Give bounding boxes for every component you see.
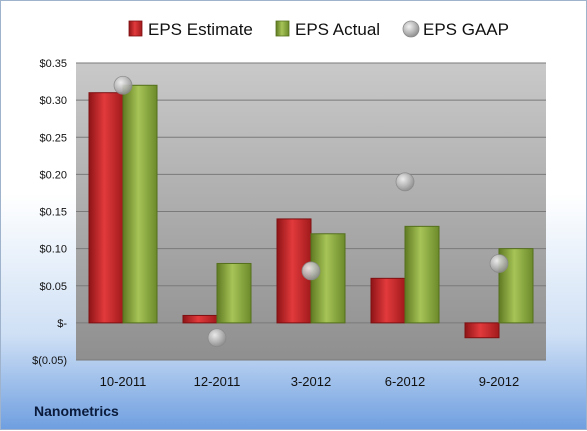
gaap-marker [207, 328, 227, 348]
x-category-label: 9-2012 [479, 374, 519, 389]
company-name: Nanometrics [34, 403, 119, 419]
gaap-marker [301, 261, 321, 281]
bar-estimate [370, 277, 406, 324]
x-category-label: 3-2012 [291, 374, 331, 389]
x-category-label: 12-2011 [194, 374, 241, 389]
y-tick-label: $- [57, 318, 67, 330]
y-tick-label: $0.30 [39, 95, 67, 107]
y-tick-label: $(0.05) [32, 355, 67, 367]
y-tick-label: $0.20 [39, 169, 67, 181]
y-tick-label: $0.15 [39, 207, 67, 219]
gaap-marker [395, 172, 415, 192]
bar-actual [122, 84, 158, 324]
legend-label: EPS GAAP [423, 20, 509, 39]
legend-swatch-actual [275, 20, 290, 37]
gaap-markers [113, 75, 509, 348]
legend-label: EPS Actual [295, 20, 380, 39]
x-axis-categories: 10-2011 12-2011 3-2012 6-2012 9-2012 [100, 374, 520, 389]
y-tick-label: $0.10 [39, 244, 67, 256]
legend-label: EPS Estimate [148, 20, 253, 39]
bar-estimate [88, 92, 124, 324]
legend-swatch-estimate [128, 20, 143, 37]
legend: EPS Estimate EPS Actual EPS GAAP [128, 20, 509, 39]
x-category-label: 6-2012 [385, 374, 425, 389]
bar-estimate [464, 322, 500, 339]
y-tick-label: $0.05 [39, 281, 67, 293]
y-tick-label: $0.25 [39, 132, 67, 144]
bar-actual [216, 262, 252, 324]
bars [88, 84, 534, 339]
x-category-label: 10-2011 [100, 374, 147, 389]
bar-actual [404, 225, 440, 324]
y-axis-ticks: $0.35 $0.30 $0.25 $0.20 $0.15 $0.10 $0.05 $- $(0… [32, 58, 67, 367]
y-tick-label: $0.35 [39, 58, 67, 70]
bar-estimate [182, 314, 218, 324]
gaap-marker [113, 75, 133, 95]
legend-swatch-gaap [402, 20, 420, 38]
gaap-marker [489, 254, 509, 273]
